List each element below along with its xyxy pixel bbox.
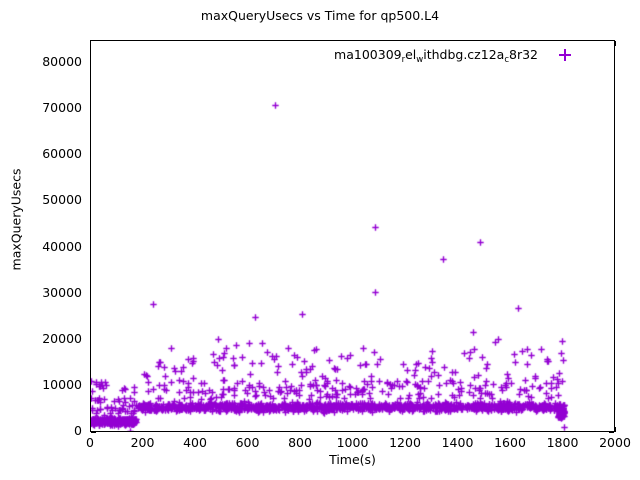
x-tick-label: 1400 — [441, 435, 474, 450]
legend-part-6: c — [504, 55, 509, 65]
y-tick-label: 80000 — [42, 54, 82, 70]
x-tick-label: 400 — [183, 435, 207, 450]
y-tick-label: 60000 — [42, 146, 82, 162]
x-tick-label: 0 — [86, 435, 94, 450]
y-tick-label: 10000 — [42, 376, 82, 392]
legend-series-label: ma100309relwithdbg.cz12ac8r32 — [334, 47, 538, 65]
x-tick-label: 2000 — [599, 435, 631, 450]
legend-part-1: ma100309 — [334, 47, 402, 62]
y-axis-label: maxQueryUsecs — [8, 168, 24, 271]
plot-area — [90, 40, 615, 432]
y-tick-label: 70000 — [42, 100, 82, 116]
legend-part-3: el — [405, 47, 417, 62]
x-tick-mark-top — [615, 41, 616, 46]
x-axis-label: Time(s) — [329, 452, 376, 467]
y-tick-label: 0 — [74, 423, 82, 438]
legend: ma100309relwithdbg.cz12ac8r32 — [300, 44, 590, 68]
x-tick-label: 800 — [288, 435, 312, 450]
legend-plus-marker-icon — [558, 48, 572, 62]
legend-part-2: r — [401, 55, 406, 65]
x-tick-label: 1800 — [546, 435, 579, 450]
y-tick-label: 30000 — [42, 284, 82, 300]
legend-part-5: ithdbg.cz12a — [423, 47, 505, 62]
scatter-points-layer — [91, 41, 614, 431]
y-tick-mark-right — [609, 432, 614, 433]
y-tick-label: 40000 — [42, 238, 82, 254]
x-tick-mark — [615, 427, 616, 432]
legend-part-4: w — [416, 55, 424, 65]
x-tick-label: 1000 — [336, 435, 369, 450]
legend-part-7: 8r32 — [509, 47, 538, 62]
x-tick-label: 1200 — [389, 435, 421, 450]
chart-title: maxQueryUsecs vs Time for qp500.L4 — [200, 8, 440, 23]
x-tick-label: 600 — [235, 435, 260, 450]
y-tick-label: 50000 — [42, 192, 82, 208]
x-tick-label: 200 — [130, 435, 155, 450]
y-tick-label: 20000 — [42, 330, 82, 346]
y-tick-mark — [91, 432, 96, 433]
x-tick-label: 1600 — [494, 435, 526, 450]
